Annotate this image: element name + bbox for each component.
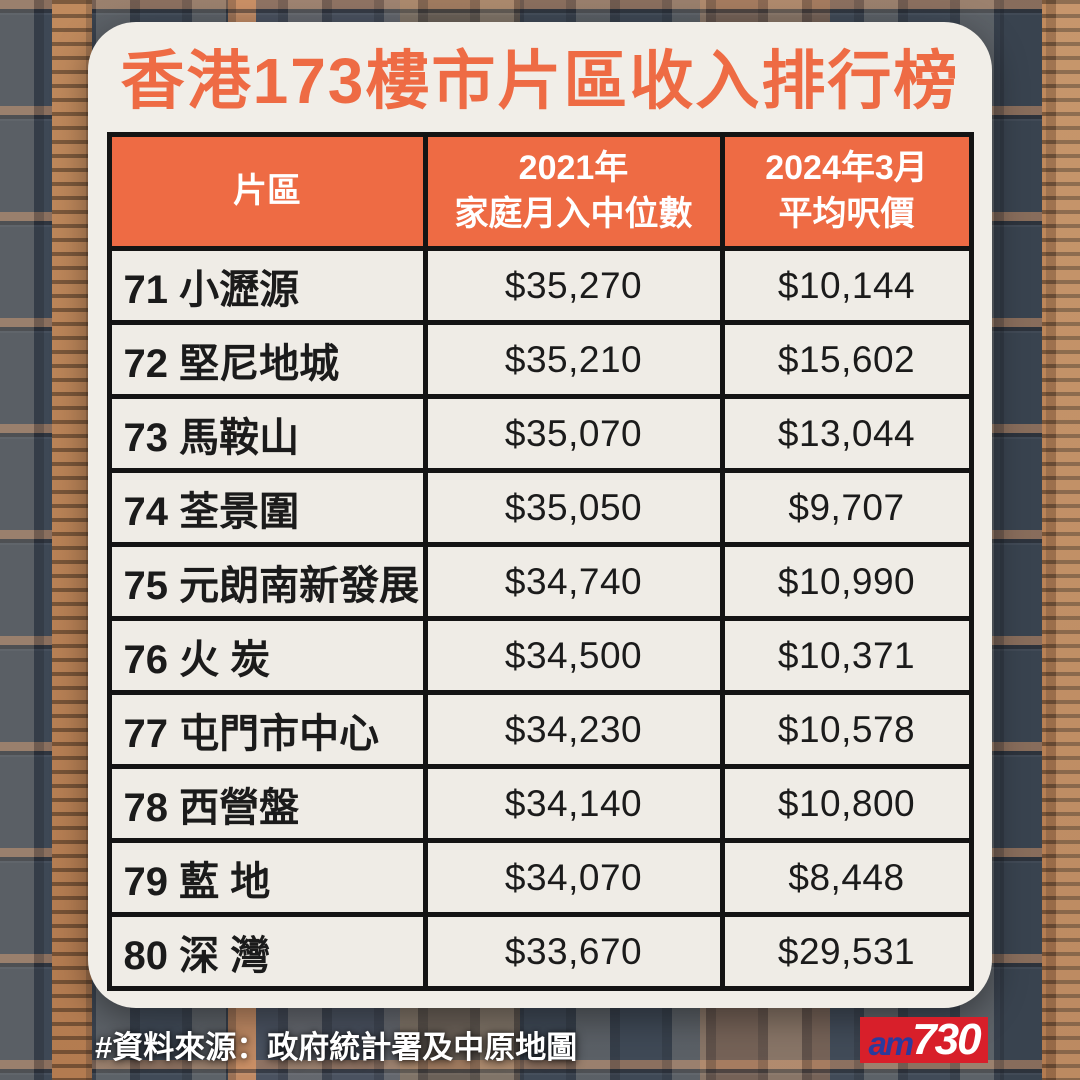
table-row: 72 堅尼地城 $35,210 $15,602: [106, 320, 974, 399]
income-cell: $34,500: [422, 616, 725, 695]
table-row: 71 小瀝源 $35,270 $10,144: [106, 246, 974, 325]
rank-number: 76: [123, 637, 169, 682]
price-cell: $8,448: [719, 838, 974, 917]
header-income-line1: 2021年: [518, 148, 629, 187]
price-cell: $13,044: [719, 394, 974, 473]
income-cell: $34,070: [422, 838, 725, 917]
district-cell: 80 深 灣: [106, 912, 428, 991]
district-cell: 78 西營盤: [106, 764, 428, 843]
am730-logo-am: am: [868, 1024, 914, 1062]
district-cell: 76 火 炭: [106, 616, 428, 695]
table-row: 75 元朗南新發展 $34,740 $10,990: [106, 542, 974, 621]
district-name: 元朗南新發展: [179, 563, 420, 608]
district-name: 藍 地: [179, 859, 271, 904]
header-price-line1: 2024年3月: [765, 148, 928, 187]
district-name: 深 灣: [179, 933, 271, 978]
table-row: 77 屯門市中心 $34,230 $10,578: [106, 690, 974, 769]
table-row: 78 西營盤 $34,140 $10,800: [106, 764, 974, 843]
district-name: 馬鞍山: [179, 415, 300, 460]
header-income-line2: 家庭月入中位數: [454, 194, 693, 233]
district-cell: 73 馬鞍山: [106, 394, 428, 473]
district-cell: 75 元朗南新發展: [106, 542, 428, 621]
price-cell: $10,990: [719, 542, 974, 621]
district-cell: 71 小瀝源: [106, 246, 428, 325]
infographic-card: 香港173樓市片區收入排行榜 片區 2021年 家庭月入中位數 2024年3月 …: [88, 22, 992, 1008]
income-cell: $35,270: [422, 246, 725, 325]
header-price-line2: 平均呎價: [778, 194, 915, 233]
income-cell: $33,670: [422, 912, 725, 991]
price-cell: $29,531: [719, 912, 974, 991]
income-cell: $35,070: [422, 394, 725, 473]
source-note: #資料來源：政府統計署及中原地圖: [95, 1030, 578, 1065]
table-row: 80 深 灣 $33,670 $29,531: [106, 912, 974, 991]
income-cell: $34,140: [422, 764, 725, 843]
price-cell: $10,578: [719, 690, 974, 769]
district-cell: 74 荃景圍: [106, 468, 428, 547]
income-cell: $35,050: [422, 468, 725, 547]
district-name: 荃景圍: [179, 489, 300, 534]
price-cell: $10,144: [719, 246, 974, 325]
income-ranking-table: 片區 2021年 家庭月入中位數 2024年3月 平均呎價 71 小瀝源 $35…: [106, 132, 974, 991]
district-name: 小瀝源: [179, 267, 300, 312]
table-row: 79 藍 地 $34,070 $8,448: [106, 838, 974, 917]
rank-number: 72: [123, 341, 169, 386]
district-name: 火 炭: [179, 637, 271, 682]
balcony-slats-strip: [52, 0, 92, 1080]
income-cell: $35,210: [422, 320, 725, 399]
rank-number: 78: [123, 785, 169, 830]
income-cell: $34,740: [422, 542, 725, 621]
rank-number: 77: [123, 711, 169, 756]
header-district: 片區: [106, 132, 428, 251]
district-cell: 72 堅尼地城: [106, 320, 428, 399]
price-cell: $10,800: [719, 764, 974, 843]
rank-number: 80: [123, 933, 169, 978]
table-header: 片區 2021年 家庭月入中位數 2024年3月 平均呎價: [106, 132, 974, 251]
rank-number: 73: [123, 415, 169, 460]
district-cell: 77 屯門市中心: [106, 690, 428, 769]
page-title: 香港173樓市片區收入排行榜: [120, 45, 960, 117]
price-cell: $10,371: [719, 616, 974, 695]
district-name: 屯門市中心: [179, 711, 380, 756]
price-cell: $15,602: [719, 320, 974, 399]
rank-number: 74: [123, 489, 169, 534]
am730-logo-730: 730: [912, 1015, 981, 1064]
am730-logo: am 730: [860, 1017, 988, 1063]
rank-number: 71: [123, 267, 169, 312]
header-row: 片區 2021年 家庭月入中位數 2024年3月 平均呎價: [106, 132, 974, 251]
rank-number: 75: [123, 563, 169, 608]
table-row: 74 荃景圍 $35,050 $9,707: [106, 468, 974, 547]
balcony-slats-strip: [1042, 0, 1080, 1080]
table-body: 71 小瀝源 $35,270 $10,144 72 堅尼地城 $35,210 $…: [106, 246, 974, 991]
rank-number: 79: [123, 859, 169, 904]
header-income: 2021年 家庭月入中位數: [422, 132, 725, 251]
table-row: 76 火 炭 $34,500 $10,371: [106, 616, 974, 695]
price-cell: $9,707: [719, 468, 974, 547]
header-district-label: 片區: [233, 171, 301, 210]
table-row: 73 馬鞍山 $35,070 $13,044: [106, 394, 974, 473]
district-cell: 79 藍 地: [106, 838, 428, 917]
income-cell: $34,230: [422, 690, 725, 769]
district-name: 堅尼地城: [179, 341, 340, 386]
district-name: 西營盤: [179, 785, 300, 830]
header-price: 2024年3月 平均呎價: [719, 132, 974, 251]
